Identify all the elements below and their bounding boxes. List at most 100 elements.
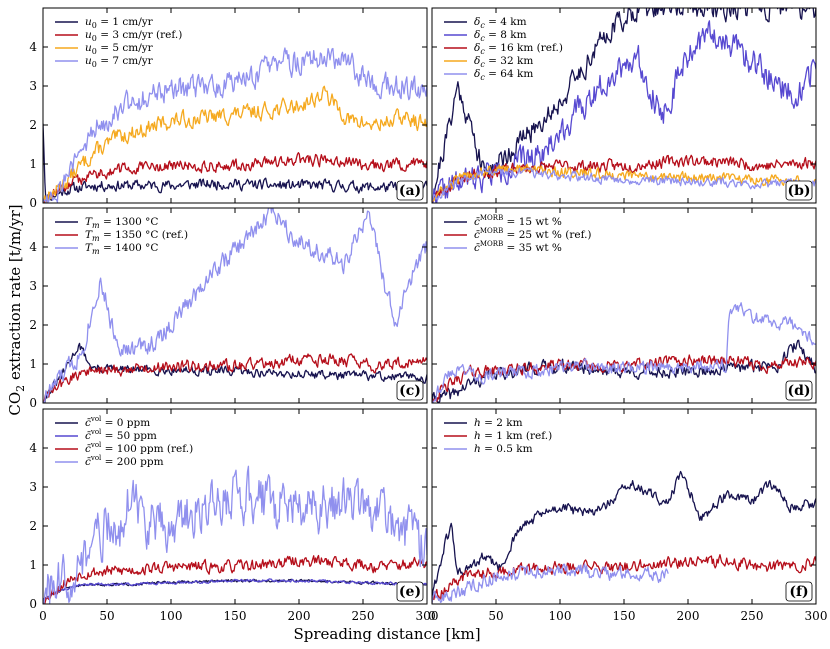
legend-entry: c̄vol = 200 ppm: [85, 454, 164, 468]
y-tick-label: 4: [29, 40, 37, 54]
x-tick-label: 250: [741, 609, 764, 623]
x-tick-label: 0: [39, 609, 47, 623]
x-tick-label: 200: [288, 609, 311, 623]
panel-label-box: [785, 581, 813, 602]
series-line-2: [43, 152, 427, 203]
legend-entry: c̄MORB = 35 wt %: [474, 240, 562, 254]
panel-label: (f): [789, 584, 808, 600]
series-line-2: [432, 554, 816, 603]
x-tick-label: 300: [805, 609, 828, 623]
series-line-3: [43, 208, 427, 403]
series-line-2: [43, 353, 427, 403]
y-tick-label: 1: [29, 357, 37, 371]
y-tick-label: 0: [29, 396, 37, 410]
panel-label: (d): [787, 383, 810, 399]
legend: c̄MORB = 15 wt %c̄MORB = 25 wt % (ref.)c…: [444, 214, 592, 254]
series-group: [432, 470, 816, 604]
panel-label-box: [785, 380, 813, 401]
y-tick-label: 0: [29, 196, 37, 210]
panel-f: 0 50 100 150 200 250 300 h = 2 kmh = 1 km (ref.…: [428, 408, 828, 623]
legend-entry: Tm = 1300 °C: [85, 216, 158, 230]
legend-entry: u0 = 3 cm/yr (ref.): [85, 29, 182, 43]
x-tick-label: 250: [352, 609, 375, 623]
panel-d: c̄MORB = 15 wt %c̄MORB = 25 wt % (ref.)c…: [431, 207, 817, 404]
y-tick-label: 3: [29, 79, 37, 93]
x-tick-label: 50: [488, 609, 503, 623]
series-line-4: [43, 47, 427, 203]
panel-label-box: [396, 180, 424, 201]
legend: Tm = 1300 °CTm = 1350 °C (ref.)Tm = 1400…: [55, 216, 188, 256]
series-group: [43, 47, 427, 203]
panel-label-box: [396, 380, 424, 401]
y-tick-label: 1: [29, 157, 37, 171]
x-tick-label: 100: [549, 609, 572, 623]
legend-entry: c̄vol = 0 ppm: [85, 415, 150, 429]
series-line-3: [432, 302, 816, 403]
series-line-3: [43, 85, 427, 203]
y-tick-label: 2: [29, 118, 37, 132]
y-tick-label: 1: [29, 558, 37, 572]
series-line-5: [432, 167, 816, 202]
legend-entry: u0 = 5 cm/yr: [85, 42, 154, 56]
x-tick-label: 0: [428, 609, 436, 623]
series-line-4: [43, 465, 427, 604]
series-group: [432, 8, 816, 203]
series-line-3: [432, 563, 669, 604]
series-line-1: [432, 470, 816, 599]
series-line-4: [432, 163, 816, 202]
panel-label: (b): [787, 183, 810, 199]
x-tick-label: 300: [416, 609, 439, 623]
panel-label-box: [396, 581, 424, 602]
panel-label-box: [785, 180, 813, 201]
panel-label: (c): [399, 383, 421, 399]
series-line-3: [432, 154, 816, 203]
series-line-1: [43, 342, 427, 403]
x-tick-label: 50: [99, 609, 114, 623]
series-group: [43, 465, 427, 604]
y-tick-label: 0: [29, 597, 37, 611]
panel-label: (a): [399, 183, 421, 199]
legend-entry: δc = 64 km: [474, 68, 533, 82]
legend-entry: δc = 32 km: [474, 55, 533, 69]
legend-entry: u0 = 1 cm/yr: [85, 16, 154, 30]
legend-entry: Tm = 1350 °C (ref.): [85, 229, 188, 243]
y-tick-label: 3: [29, 480, 37, 494]
series-line-1: [43, 123, 427, 203]
legend-entry: δc = 8 km: [474, 29, 527, 43]
legend-entry: c̄MORB = 15 wt %: [474, 214, 562, 228]
y-tick-label: 2: [29, 519, 37, 533]
series-line-2: [43, 578, 427, 601]
x-tick-label: 100: [160, 609, 183, 623]
y-axis-label: CO2 extraction rate [t/m/yr]: [6, 204, 27, 415]
x-tick-label: 200: [677, 609, 700, 623]
legend-entry: h = 1 km (ref.): [474, 430, 552, 442]
legend-entry: h = 0.5 km: [474, 443, 533, 455]
legend-entry: c̄MORB = 25 wt % (ref.): [474, 227, 592, 241]
x-axis-label: Spreading distance [km]: [293, 625, 480, 643]
series-group: [43, 208, 427, 403]
y-tick-label: 3: [29, 279, 37, 293]
panel-c: 0 1 2 3 4 Tm = 1300 °CTm = 1350 °C (ref.)Tm =…: [29, 207, 428, 410]
y-tick-label: 4: [29, 441, 37, 455]
legend-entry: u0 = 7 cm/yr: [85, 55, 154, 69]
legend-entry: δc = 16 km (ref.): [474, 42, 563, 56]
legend: h = 2 kmh = 1 km (ref.)h = 0.5 km: [444, 417, 552, 455]
series-line-2: [432, 354, 816, 403]
legend-entry: Tm = 1400 °C: [85, 242, 158, 256]
x-tick-label: 150: [224, 609, 247, 623]
series-line-1: [432, 339, 816, 403]
y-tick-label: 4: [29, 240, 37, 254]
legend-entry: δc = 4 km: [474, 16, 527, 30]
legend-entry: c̄vol = 100 ppm (ref.): [85, 441, 193, 455]
series-line-3: [43, 554, 427, 604]
legend-entry: h = 2 km: [474, 417, 523, 429]
legend-entry: c̄vol = 50 ppm: [85, 428, 157, 442]
